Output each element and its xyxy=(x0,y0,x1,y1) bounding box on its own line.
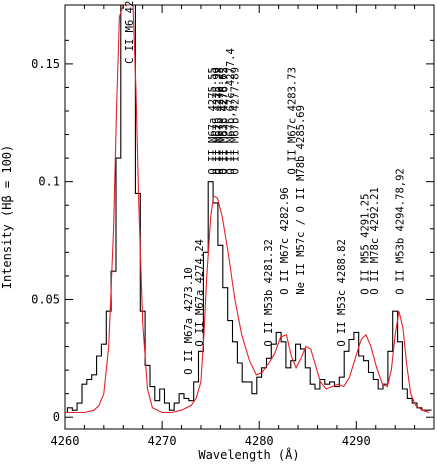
y-axis-title: Intensity (Hβ = 100) xyxy=(0,145,14,290)
line-id-label: O II M53c 4276.62 xyxy=(217,67,229,174)
x-tick-label: 4270 xyxy=(148,434,177,448)
y-tick-label: 0.1 xyxy=(38,175,60,189)
line-id-label: O II M78c 4292.21 xyxy=(369,187,381,294)
x-tick-label: 4280 xyxy=(245,434,274,448)
line-id-label: C II M6 4267 xyxy=(124,0,136,64)
model-fit-line xyxy=(65,5,430,414)
x-tick-label: 4260 xyxy=(51,434,80,448)
plot-frame xyxy=(64,4,435,430)
y-tick-label: 0 xyxy=(53,410,60,424)
x-tick-label: 4290 xyxy=(342,434,371,448)
line-id-label: O II M67a 4274.24 xyxy=(194,239,206,346)
line-id-label: O II M67b 4276.75 xyxy=(219,67,231,174)
line-id-label: O II M67a 4273.10 xyxy=(183,267,195,374)
line-id-label: O II M55 4291.25 xyxy=(360,194,372,295)
line-id-label: O II M53b 4281.32 xyxy=(263,239,275,346)
observed-spectrum-line xyxy=(65,5,432,414)
x-axis-title: Wavelength (Å) xyxy=(198,447,299,462)
y-tick-label: 0.05 xyxy=(31,292,60,306)
line-id-label: O II M67c 4282.96 xyxy=(279,187,291,294)
line-id-label: O II M53c 4288.82 xyxy=(336,239,348,346)
line-id-label: O II M67b,67c 4277.4 xyxy=(225,48,237,174)
line-id-label: O II M67c 4283.73 xyxy=(286,67,298,174)
y-tick-label: 0.15 xyxy=(31,57,60,71)
line-id-label: O II M53b 4294.78,92 xyxy=(394,168,406,294)
line-id-label: O II M67b 4277.89 xyxy=(230,67,242,174)
line-id-label: O II M67b 4276.28 xyxy=(214,67,226,174)
line-id-label: O II M67a 4275.55 xyxy=(207,67,219,174)
line-id-label: O II M67b 4275.99 xyxy=(211,67,223,174)
line-id-label: Ne II M57c / O II M78b 4285.69 xyxy=(295,105,307,295)
